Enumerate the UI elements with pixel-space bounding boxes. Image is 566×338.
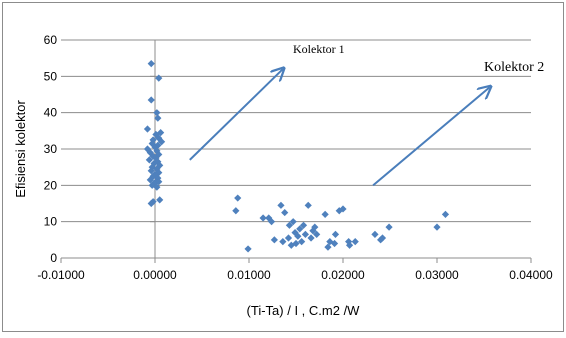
data-point xyxy=(284,234,293,242)
data-point xyxy=(154,114,162,122)
annotations: Kolektor 1 Kolektor 2 xyxy=(189,42,544,187)
data-point xyxy=(377,236,385,244)
data-point xyxy=(244,245,252,253)
data-point xyxy=(433,223,441,231)
data-point xyxy=(279,238,287,246)
data-point xyxy=(265,214,273,222)
x-tick-labels: -0.01000 0.00000 0.01000 0.02000 0.03000 0.04… xyxy=(37,268,553,282)
data-point xyxy=(299,221,308,229)
data-point xyxy=(234,194,242,202)
y-tick-label-6: 60 xyxy=(44,33,58,47)
gridlines xyxy=(61,39,531,223)
data-point xyxy=(345,241,354,249)
axes xyxy=(60,39,532,263)
y-tick-label-3: 30 xyxy=(44,142,58,156)
data-point xyxy=(285,221,294,229)
data-point xyxy=(277,201,285,209)
data-point xyxy=(281,208,289,217)
data-point xyxy=(326,238,334,246)
data-point xyxy=(296,225,304,233)
data-point xyxy=(232,207,240,215)
data-point xyxy=(143,125,152,133)
data-point xyxy=(147,167,155,175)
data-point xyxy=(331,230,340,238)
data-point xyxy=(292,239,300,248)
data-point xyxy=(294,232,302,240)
data-point xyxy=(153,183,161,191)
data-point xyxy=(156,196,164,204)
data-point xyxy=(147,199,155,208)
data-point xyxy=(298,238,306,246)
data-point xyxy=(378,234,387,242)
annotation-label-kolektor-1: Kolektor 1 xyxy=(293,42,345,56)
data-point xyxy=(147,96,155,104)
data-point xyxy=(371,230,379,238)
x-axis-label: (Ti-Ta) / I , C.m2 /W xyxy=(247,303,361,318)
x-tick-label-0: -0.01000 xyxy=(37,268,85,282)
annotation-label-kolektor-2: Kolektor 2 xyxy=(484,60,544,75)
data-point xyxy=(321,210,329,218)
data-point xyxy=(289,218,297,226)
data-point xyxy=(313,230,321,238)
data-point xyxy=(155,74,163,82)
annotation-arrow-2 xyxy=(372,87,490,187)
x-tick-label-4: 0.03000 xyxy=(415,268,459,282)
data-point xyxy=(259,214,267,222)
data-point xyxy=(270,236,278,244)
data-point xyxy=(351,238,359,246)
y-tick-label-5: 50 xyxy=(44,69,58,83)
data-point xyxy=(304,201,312,209)
data-point xyxy=(311,223,319,231)
data-point xyxy=(330,239,339,248)
y-tick-label-0: 0 xyxy=(50,251,57,265)
data-point xyxy=(145,156,153,164)
data-point xyxy=(339,205,347,213)
data-point xyxy=(301,230,309,238)
data-point xyxy=(385,223,393,231)
scatter-chart: 0 10 20 30 40 50 60 -0.01000 0.00000 0.01000 0.02… xyxy=(13,33,553,318)
x-tick-label-3: 0.02000 xyxy=(321,268,365,282)
data-point xyxy=(335,207,343,215)
data-point xyxy=(157,138,166,146)
x-tick-label-5: 0.04000 xyxy=(509,268,553,282)
data-point xyxy=(287,241,295,249)
data-points xyxy=(143,60,450,253)
y-tick-label-2: 20 xyxy=(44,178,58,192)
y-tick-label-4: 40 xyxy=(44,106,58,120)
data-point xyxy=(147,60,155,68)
data-point xyxy=(153,109,161,117)
data-point xyxy=(441,210,450,218)
y-tick-label-1: 10 xyxy=(44,215,58,229)
y-tick-labels: 0 10 20 30 40 50 60 xyxy=(44,33,58,265)
data-point xyxy=(307,234,315,242)
x-tick-label-1: 0.00000 xyxy=(133,268,177,282)
annotation-arrow-1 xyxy=(189,69,283,161)
x-tick-label-2: 0.01000 xyxy=(227,268,271,282)
data-point xyxy=(146,176,154,184)
y-axis-label: Efisiensi kolektor xyxy=(13,100,28,198)
chart-area: 0 10 20 30 40 50 60 -0.01000 0.00000 0.01000 0.02… xyxy=(2,2,564,332)
data-point xyxy=(267,218,276,226)
data-point xyxy=(324,243,332,251)
